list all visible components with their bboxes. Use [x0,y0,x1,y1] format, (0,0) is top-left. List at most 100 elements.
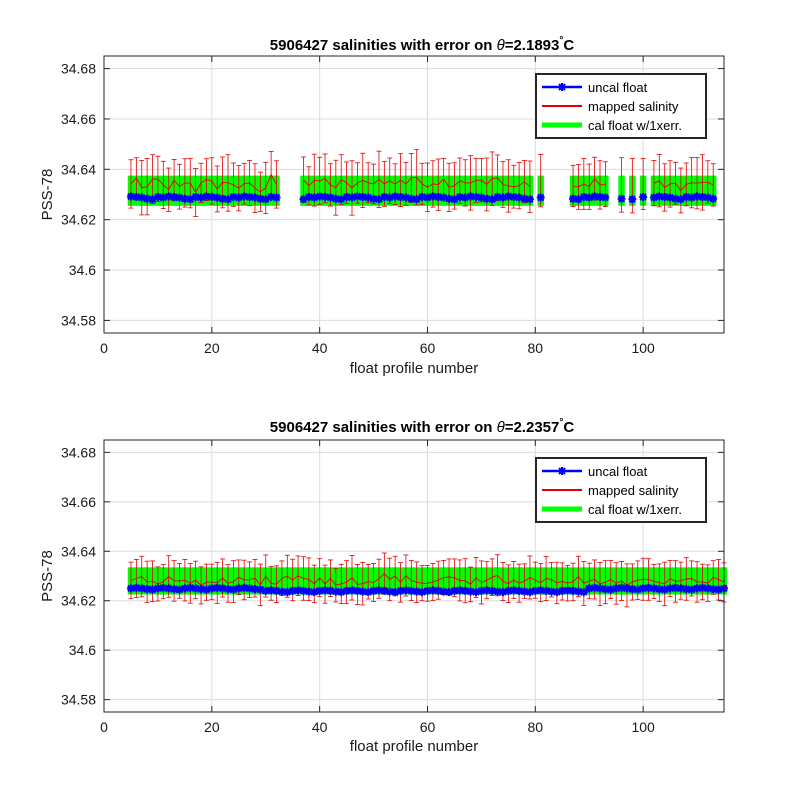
x-tick-label: 20 [204,719,220,735]
uncal-float-point [412,195,421,204]
uncal-float-point [391,192,400,201]
uncal-float-point [660,193,669,202]
uncal-float-point [472,588,480,597]
chart-title-part: 5906427 salinities with error on [270,419,497,436]
uncal-float-point [224,585,232,594]
legend-marker [558,83,566,91]
chart-title: 5906427 salinities with error on θ=2.235… [270,417,575,436]
uncal-float-point [428,192,437,201]
uncal-float-point [515,193,524,202]
y-tick-label: 34.68 [61,61,96,77]
uncal-float-point [348,193,356,202]
uncal-float-point [445,194,454,203]
uncal-float-point [315,192,324,201]
uncal-float-point [148,195,157,204]
uncal-float-point [358,193,367,202]
x-tick-label: 100 [631,719,655,735]
uncal-float-point [676,195,685,204]
uncal-float-point [590,192,599,201]
uncal-float-point [229,585,238,594]
uncal-float-point [698,583,707,592]
uncal-float-point [358,587,367,596]
uncal-float-point [213,583,222,592]
mapped-salinity-line [130,572,725,586]
uncal-float-point [180,194,189,203]
uncal-float-point [590,583,599,592]
uncal-float-point [687,585,696,594]
uncal-float-point [310,588,319,597]
uncal-float-point [698,193,707,202]
uncal-float-point [498,193,507,202]
uncal-float-point [342,586,351,595]
uncal-float-point [396,193,405,202]
uncal-float-point [569,194,578,203]
uncal-float-point [364,588,373,597]
uncal-float-point [682,585,691,594]
uncal-float-point [498,588,507,597]
uncal-float-point [536,586,545,595]
x-tick-label: 60 [420,719,436,735]
uncal-float-point [703,193,712,202]
uncal-float-point [644,583,653,592]
uncal-float-point [693,584,702,593]
uncal-float-point [250,193,259,202]
uncal-float-point [197,193,206,202]
uncal-float-point [461,193,470,202]
uncal-float-point [294,586,303,595]
uncal-float-point [164,584,173,593]
uncal-float-point [687,193,696,202]
uncal-float-point [606,585,615,594]
uncal-float-point [207,193,216,202]
uncal-float-point [617,194,626,203]
uncal-float-point [272,586,281,595]
uncal-float-point [288,586,297,595]
y-axis-label: PSS-78 [39,169,56,221]
uncal-float-point [434,586,443,595]
uncal-float-point [191,193,200,202]
uncal-float-point [563,586,572,595]
x-tick-label: 20 [204,340,220,356]
uncal-float-point [126,192,135,201]
y-tick-label: 34.58 [61,312,96,328]
y-tick-label: 34.62 [61,593,96,609]
uncal-float-point [234,193,243,202]
uncal-float-point [639,193,648,202]
uncal-float-point [229,193,238,202]
uncal-float-point [569,586,578,595]
series-mapped-salinity [128,149,716,217]
uncal-float-point [401,193,410,202]
y-tick-label: 34.62 [61,212,96,228]
uncal-float-point [132,193,141,202]
uncal-float-point [391,588,400,597]
uncal-float-point [218,194,227,203]
uncal-float-point [439,193,448,202]
uncal-float-point [407,586,416,595]
uncal-float-point [396,586,405,595]
uncal-float-point [153,584,162,593]
x-tick-label: 80 [528,719,544,735]
chart-panel-bottom: 0 20 40 60 80 100 34.58 34.6 34.62 34.64 34.66 34.6… [39,417,728,755]
uncal-float-point [315,586,324,595]
uncal-float-point [137,193,146,202]
uncal-float-point [267,586,276,595]
uncal-float-point [202,585,211,594]
uncal-float-point [714,585,723,594]
uncal-float-point [310,193,319,202]
uncal-float-point [191,584,200,593]
uncal-float-point [159,583,168,592]
uncal-float-point [477,586,486,595]
uncal-float-point [186,583,195,592]
legend-label: uncal float [588,80,648,95]
uncal-float-point [337,195,346,204]
uncal-float-point [455,586,464,595]
uncal-float-point [504,192,513,201]
uncal-float-point [461,586,470,595]
uncal-float-point [321,193,330,202]
uncal-float-point [418,193,427,202]
uncal-float-point [380,193,389,202]
uncal-float-point [224,195,232,204]
uncal-float-point [671,583,680,592]
uncal-float-point [693,192,702,201]
uncal-float-point [466,587,475,596]
y-tick-label: 34.6 [69,262,96,278]
